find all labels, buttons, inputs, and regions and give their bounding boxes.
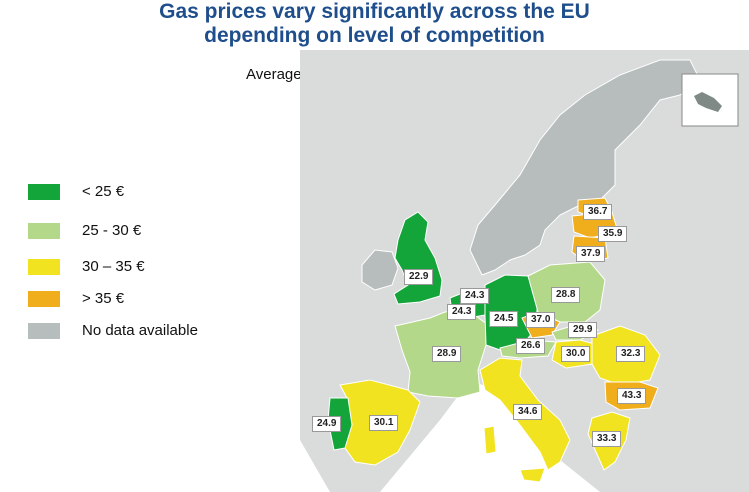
legend-swatch-30-35 bbox=[28, 259, 60, 275]
value-label-bg: 43.3 bbox=[617, 388, 647, 404]
value-label-de: 24.5 bbox=[489, 311, 519, 327]
value-label-at: 26.6 bbox=[516, 338, 546, 354]
value-label-cz: 37.0 bbox=[526, 312, 556, 328]
title-line-2: depending on level of competition bbox=[204, 24, 545, 47]
legend-swatch-no-data bbox=[28, 323, 60, 339]
ireland bbox=[361, 249, 399, 291]
legend-swatch-over-35 bbox=[28, 291, 60, 307]
island-sicily bbox=[519, 467, 546, 483]
legend-label-25-30: 25 - 30 € bbox=[82, 222, 142, 239]
title-line-1: Gas prices vary significantly across the… bbox=[159, 0, 590, 23]
value-label-be: 24.3 bbox=[447, 304, 477, 320]
scandinavia bbox=[469, 59, 701, 276]
value-label-hu: 30.0 bbox=[561, 346, 591, 362]
legend-label-under-25: < 25 € bbox=[82, 183, 125, 200]
chart-title: Gas prices vary significantly across the… bbox=[0, 0, 749, 48]
value-label-es: 30.1 bbox=[369, 415, 399, 431]
island-sardinia bbox=[483, 425, 497, 455]
value-label-sk: 29.9 bbox=[568, 322, 598, 338]
legend-label-30-35: 30 – 35 € bbox=[82, 258, 145, 275]
value-label-pl: 28.8 bbox=[551, 287, 581, 303]
value-label-uk: 22.9 bbox=[404, 269, 434, 285]
malta-inset-island bbox=[694, 92, 722, 112]
value-label-ee: 37.9 bbox=[576, 246, 606, 262]
value-label-ro: 32.3 bbox=[616, 346, 646, 362]
value-label-it: 34.6 bbox=[513, 404, 543, 420]
legend-label-no-data: No data available bbox=[82, 322, 198, 339]
europe-map bbox=[300, 50, 749, 492]
value-label-gr: 33.3 bbox=[592, 431, 622, 447]
value-label-lt: 36.7 bbox=[583, 204, 613, 220]
value-label-lv: 35.9 bbox=[598, 226, 628, 242]
legend-label-over-35: > 35 € bbox=[82, 290, 125, 307]
legend-swatch-under-25 bbox=[28, 184, 60, 200]
value-label-nl: 24.3 bbox=[460, 288, 490, 304]
value-label-fr: 28.9 bbox=[432, 346, 462, 362]
value-label-pt: 24.9 bbox=[312, 416, 342, 432]
legend-swatch-25-30 bbox=[28, 223, 60, 239]
